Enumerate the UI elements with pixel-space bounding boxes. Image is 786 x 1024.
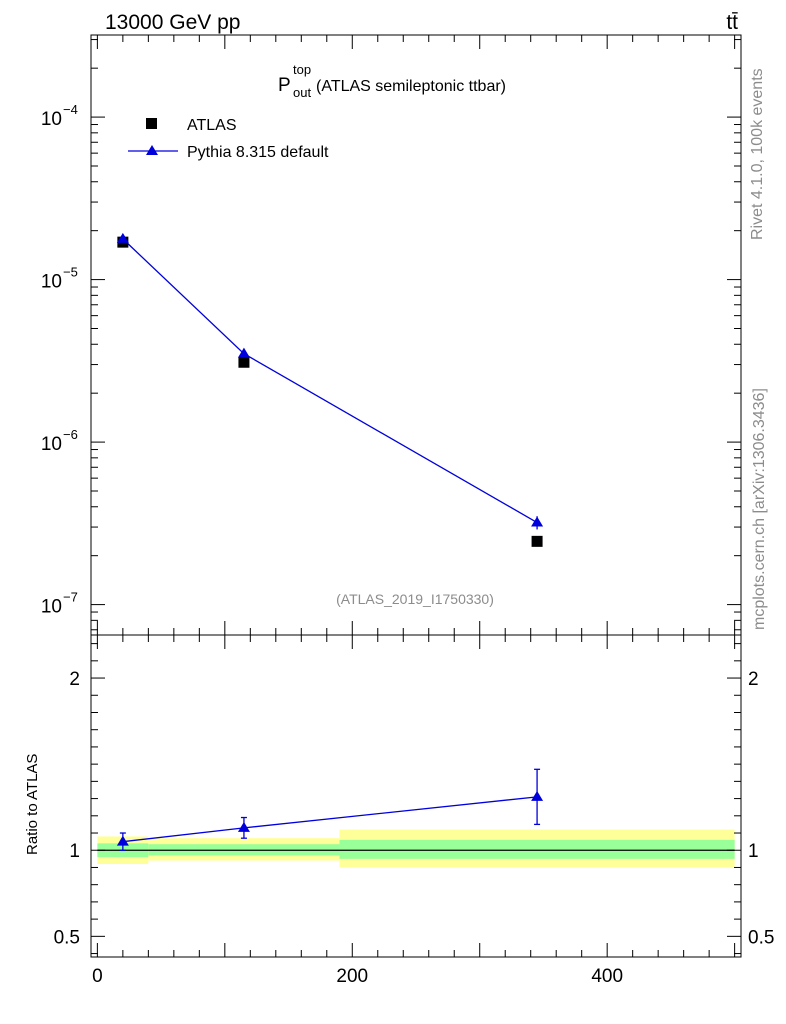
ratio-y-tick-label-left: 2: [69, 669, 80, 690]
main-y-tick-label: 10 −6: [41, 427, 78, 455]
ratio-frame: [90, 634, 742, 958]
x-tick-label: 400: [591, 966, 623, 987]
legend-mc-marker: [146, 145, 158, 155]
mcplots-label: mcplots.cern.ch [arXiv:1306.3436]: [751, 388, 768, 630]
ratio-panel: 0.5 0.5 1 1 2 2 0 200 400 Ratio to ATLAS: [24, 634, 774, 987]
title-subscript: out: [293, 85, 311, 100]
legend-data-label: ATLAS: [187, 117, 237, 134]
rivet-version-label: Rivet 4.1.0, 100k events: [749, 68, 766, 240]
atlas-data-point: [531, 535, 543, 547]
main-panel: 10−410−510−610−7 P top out (ATLAS semile…: [41, 34, 742, 636]
ratio-mc-point: [116, 835, 129, 846]
mc-series-line: [122, 238, 538, 524]
ratio-mc-point: [531, 790, 544, 801]
main-y-tick-label: 10 −7: [41, 590, 78, 618]
title-symbol: P: [278, 75, 291, 96]
legend: ATLAS Pythia 8.315 default: [128, 117, 329, 161]
atlas-data-point: [238, 356, 250, 368]
process-label: tt̄: [726, 11, 738, 34]
ratio-mc-point: [237, 821, 250, 832]
main-y-tick-exponent: −7: [63, 590, 78, 605]
legend-mc-label: Pythia 8.315 default: [187, 144, 329, 161]
main-y-tick-base: 10: [41, 597, 62, 618]
mc-data-point: [116, 232, 129, 243]
ratio-y-tick-label-left: 1: [69, 841, 80, 862]
collision-energy-label: 13000 GeV pp: [105, 11, 240, 34]
ratio-uncertainty-band-inner: [339, 839, 735, 859]
x-tick-label: 0: [92, 966, 103, 987]
title-rest: (ATLAS semileptonic ttbar): [316, 78, 506, 95]
plot-title: P: [278, 75, 291, 96]
legend-data-marker: [146, 118, 157, 129]
ratio-y-tick-label-right: 0.5: [748, 927, 774, 948]
ratio-y-tick-label-right: 1: [748, 841, 759, 862]
ratio-y-tick-label-right: 2: [748, 669, 759, 690]
ratio-y-axis-label: Ratio to ATLAS: [24, 754, 41, 855]
mc-data-point: [531, 516, 544, 527]
x-tick-label: 200: [336, 966, 368, 987]
main-y-tick-exponent: −5: [63, 265, 78, 280]
main-y-tick-exponent: −4: [63, 102, 78, 117]
main-y-tick-base: 10: [41, 434, 62, 455]
main-y-tick-exponent: −6: [63, 427, 78, 442]
analysis-id-label: (ATLAS_2019_I1750330): [336, 591, 494, 607]
mc-data-point: [237, 347, 250, 358]
main-y-tick-base: 10: [41, 272, 62, 293]
main-y-tick-label: 10 −4: [41, 102, 78, 130]
ratio-y-tick-label-left: 0.5: [54, 927, 80, 948]
title-superscript: top: [293, 62, 311, 77]
main-y-tick-base: 10: [41, 109, 62, 130]
main-y-tick-label: 10 −5: [41, 265, 78, 293]
